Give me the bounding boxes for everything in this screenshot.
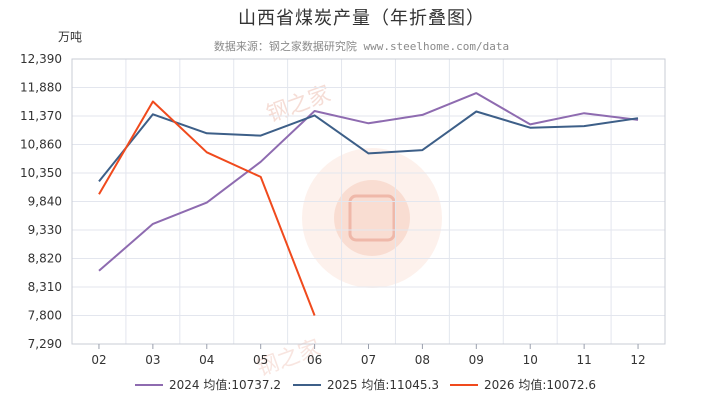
grid-lines (71, 58, 666, 345)
x-tick-label: 11 (576, 353, 591, 367)
y-tick-label: 12,390 (20, 52, 62, 66)
x-tick-label: 07 (361, 353, 376, 367)
y-tick-label: 10,860 (20, 138, 62, 152)
x-tick-label: 08 (415, 353, 430, 367)
y-axis-ticks: 12,390 11,880 11,370 10,860 10,350 9,840 9,330… (20, 52, 62, 351)
x-tick-label: 04 (199, 353, 214, 367)
y-tick-label: 7,290 (28, 337, 62, 351)
series-line-2025 (98, 110, 639, 183)
watermark-inner (334, 180, 410, 256)
chart-title: 山西省煤炭产量（年折叠图） (238, 8, 485, 29)
x-axis-ticks: 02 03 04 05 06 07 08 09 10 11 12 (91, 344, 646, 367)
x-tick-label: 10 (523, 353, 538, 367)
legend-label-2024: 2024 均值:10737.2 (169, 377, 281, 392)
y-tick-label: 9,330 (28, 223, 62, 237)
y-tick-label: 11,370 (20, 109, 62, 123)
y-tick-label: 11,880 (20, 81, 62, 95)
chart-subtitle: 数据来源：钢之家数据研究院 www.steelhome.com/data (213, 40, 510, 53)
legend-label-2025: 2025 均值:11045.3 (327, 377, 439, 392)
x-tick-label: 02 (91, 353, 106, 367)
legend-label-2026: 2026 均值:10072.6 (484, 377, 596, 392)
x-tick-label: 03 (145, 353, 160, 367)
series-line-2024 (98, 92, 639, 272)
x-tick-label: 12 (630, 353, 645, 367)
watermark-seal (348, 194, 396, 242)
y-tick-label: 9,840 (28, 195, 62, 209)
y-axis-unit: 万吨 (58, 30, 83, 44)
y-tick-label: 10,350 (20, 166, 62, 180)
x-tick-label: 06 (307, 353, 322, 367)
y-tick-label: 8,820 (28, 252, 62, 266)
y-tick-label: 7,800 (28, 309, 62, 323)
series-lines (98, 92, 639, 316)
x-tick-label: 05 (253, 353, 268, 367)
x-tick-label: 09 (469, 353, 484, 367)
y-tick-label: 8,310 (28, 280, 62, 294)
legend[interactable]: 2024 均值:10737.2 2025 均值:11045.3 2026 均值:10… (135, 377, 596, 392)
series-line-2026 (98, 100, 316, 316)
